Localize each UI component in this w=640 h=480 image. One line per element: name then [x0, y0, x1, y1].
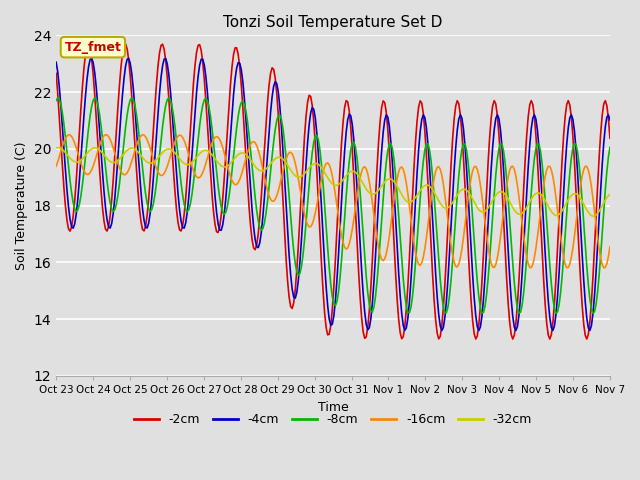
- -2cm: [219, 195, 227, 201]
- -4cm: [579, 252, 586, 257]
- -2cm: [84, 41, 92, 47]
- -8cm: [246, 147, 254, 153]
- -16cm: [219, 145, 227, 151]
- Text: TZ_fmet: TZ_fmet: [65, 41, 122, 54]
- -16cm: [246, 142, 254, 147]
- -32cm: [296, 174, 304, 180]
- -16cm: [237, 172, 245, 178]
- -8cm: [128, 95, 136, 101]
- X-axis label: Time: Time: [317, 400, 348, 413]
- -2cm: [52, 71, 60, 76]
- -8cm: [219, 210, 227, 216]
- -2cm: [606, 135, 614, 141]
- -4cm: [88, 55, 95, 61]
- -4cm: [606, 117, 614, 123]
- -16cm: [102, 132, 109, 138]
- -4cm: [52, 60, 60, 65]
- -32cm: [246, 157, 254, 163]
- -4cm: [122, 63, 129, 69]
- -8cm: [237, 100, 245, 106]
- -32cm: [606, 192, 614, 197]
- -16cm: [296, 185, 304, 191]
- -4cm: [296, 259, 304, 265]
- -2cm: [237, 82, 245, 88]
- -8cm: [577, 178, 584, 184]
- -4cm: [246, 186, 254, 192]
- -32cm: [54, 145, 61, 151]
- -16cm: [122, 171, 129, 177]
- -4cm: [512, 328, 520, 334]
- Y-axis label: Soil Temperature (C): Soil Temperature (C): [15, 142, 28, 270]
- -32cm: [237, 150, 245, 156]
- -2cm: [546, 336, 554, 342]
- -8cm: [589, 311, 597, 316]
- -4cm: [219, 222, 227, 228]
- -16cm: [52, 163, 60, 169]
- Line: -32cm: -32cm: [56, 148, 610, 216]
- Line: -2cm: -2cm: [56, 44, 610, 339]
- -8cm: [296, 271, 304, 276]
- -32cm: [219, 164, 227, 169]
- -8cm: [52, 97, 60, 103]
- -16cm: [606, 244, 614, 250]
- -32cm: [589, 213, 597, 219]
- -16cm: [600, 265, 607, 271]
- -2cm: [296, 215, 304, 221]
- -8cm: [606, 144, 614, 150]
- -16cm: [577, 182, 584, 188]
- Title: Tonzi Soil Temperature Set D: Tonzi Soil Temperature Set D: [223, 15, 443, 30]
- -2cm: [122, 41, 129, 47]
- Line: -8cm: -8cm: [56, 98, 610, 313]
- -2cm: [579, 303, 586, 309]
- -32cm: [577, 196, 584, 202]
- Legend: -2cm, -4cm, -8cm, -16cm, -32cm: -2cm, -4cm, -8cm, -16cm, -32cm: [129, 408, 537, 431]
- Line: -16cm: -16cm: [56, 135, 610, 268]
- -8cm: [120, 138, 128, 144]
- Line: -4cm: -4cm: [56, 58, 610, 331]
- -2cm: [246, 223, 254, 228]
- -4cm: [237, 67, 245, 72]
- -32cm: [52, 145, 60, 151]
- -32cm: [122, 149, 129, 155]
